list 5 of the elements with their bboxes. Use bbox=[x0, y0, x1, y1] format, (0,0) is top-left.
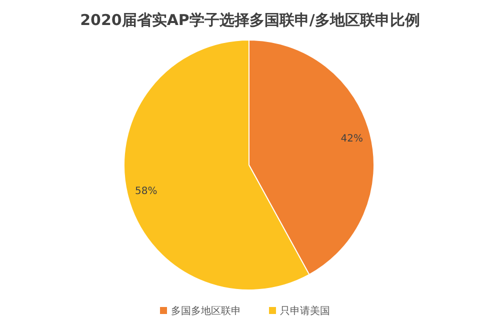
data-label: 42% bbox=[340, 133, 364, 144]
legend-label: 只申请美国 bbox=[280, 305, 330, 317]
legend-label: 多国多地区联申 bbox=[171, 305, 241, 317]
chart-title: 2020届省实AP学子选择多国联申/多地区联申比例 bbox=[80, 11, 420, 29]
data-label: 58% bbox=[134, 186, 158, 198]
